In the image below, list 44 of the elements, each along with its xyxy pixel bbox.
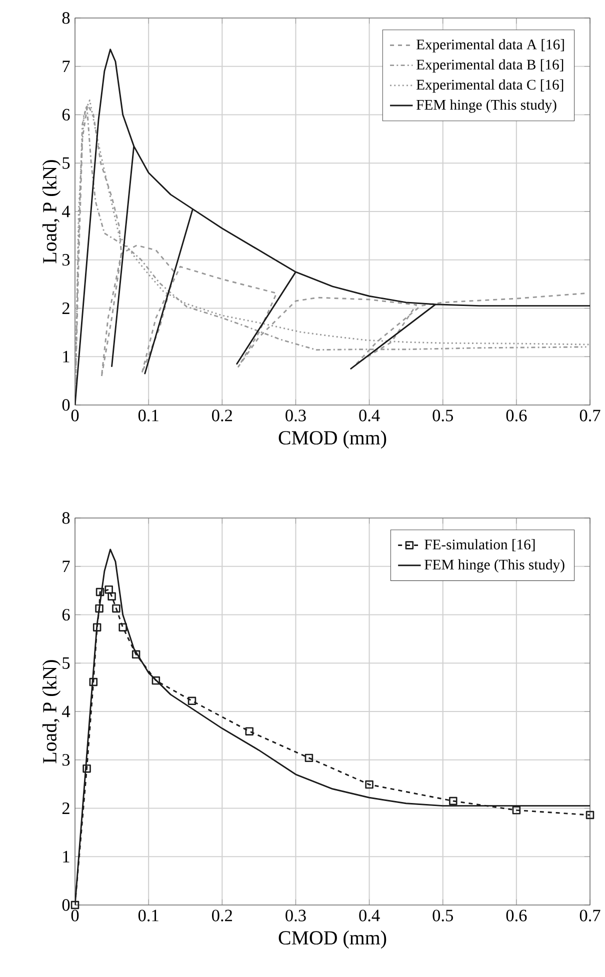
x-tick-label: 0.7: [580, 910, 600, 922]
y-tick-label: 8: [62, 512, 70, 524]
x-axis-title: CMOD (mm): [278, 430, 386, 449]
y-tick-label: 7: [62, 560, 70, 572]
y-tick-label: 5: [62, 657, 70, 669]
y-tick-label: 3: [62, 254, 70, 266]
y-axis-title: Load, P (kN): [42, 160, 60, 264]
y-tick-label: 3: [62, 754, 70, 766]
x-tick-label: 0.3: [285, 910, 306, 922]
x-tick-label: 0.1: [138, 910, 158, 922]
legend-label: FEM hinge (This study): [424, 559, 564, 573]
x-tick-label: 0.2: [212, 410, 232, 422]
x-tick-label: 0.5: [432, 910, 453, 922]
y-tick-label: 2: [62, 302, 70, 314]
x-tick-label: 0.6: [506, 910, 527, 922]
y-tick-label: 8: [62, 12, 70, 24]
y-tick-label: 0: [62, 399, 70, 411]
x-tick-label: 0.6: [506, 410, 527, 422]
y-tick-label: 1: [63, 350, 70, 362]
x-tick-label: 0: [71, 910, 79, 922]
legend-label: FEM hinge (This study): [416, 99, 556, 113]
x-tick-label: 0.1: [138, 410, 158, 422]
legend-label: Experimental data B [16]: [416, 59, 563, 73]
y-tick-label: 1: [63, 850, 70, 862]
y-tick-label: 4: [62, 706, 70, 718]
y-axis-title: Load, P (kN): [42, 660, 60, 764]
x-tick-label: 0.3: [285, 410, 306, 422]
x-tick-label: 0.5: [432, 410, 453, 422]
legend-label: FE-simulation [16]: [424, 539, 535, 552]
x-tick-label: 0: [71, 410, 79, 422]
y-tick-label: 7: [62, 60, 70, 72]
x-tick-label: 0.4: [359, 910, 380, 922]
x-axis-title: CMOD (mm): [278, 930, 386, 949]
y-tick-label: 0: [62, 899, 70, 911]
x-tick-label: 0.7: [580, 410, 600, 422]
x-tick-label: 0.4: [359, 410, 380, 422]
legend-label: Experimental data A [16]: [416, 39, 564, 52]
legend-label: Experimental data C [16]: [416, 79, 563, 93]
y-tick-label: 5: [62, 157, 70, 169]
y-tick-label: 6: [62, 608, 70, 621]
y-tick-label: 4: [62, 206, 70, 218]
y-tick-label: 6: [62, 108, 70, 121]
x-tick-label: 0.2: [212, 910, 232, 922]
y-tick-label: 2: [62, 802, 70, 814]
